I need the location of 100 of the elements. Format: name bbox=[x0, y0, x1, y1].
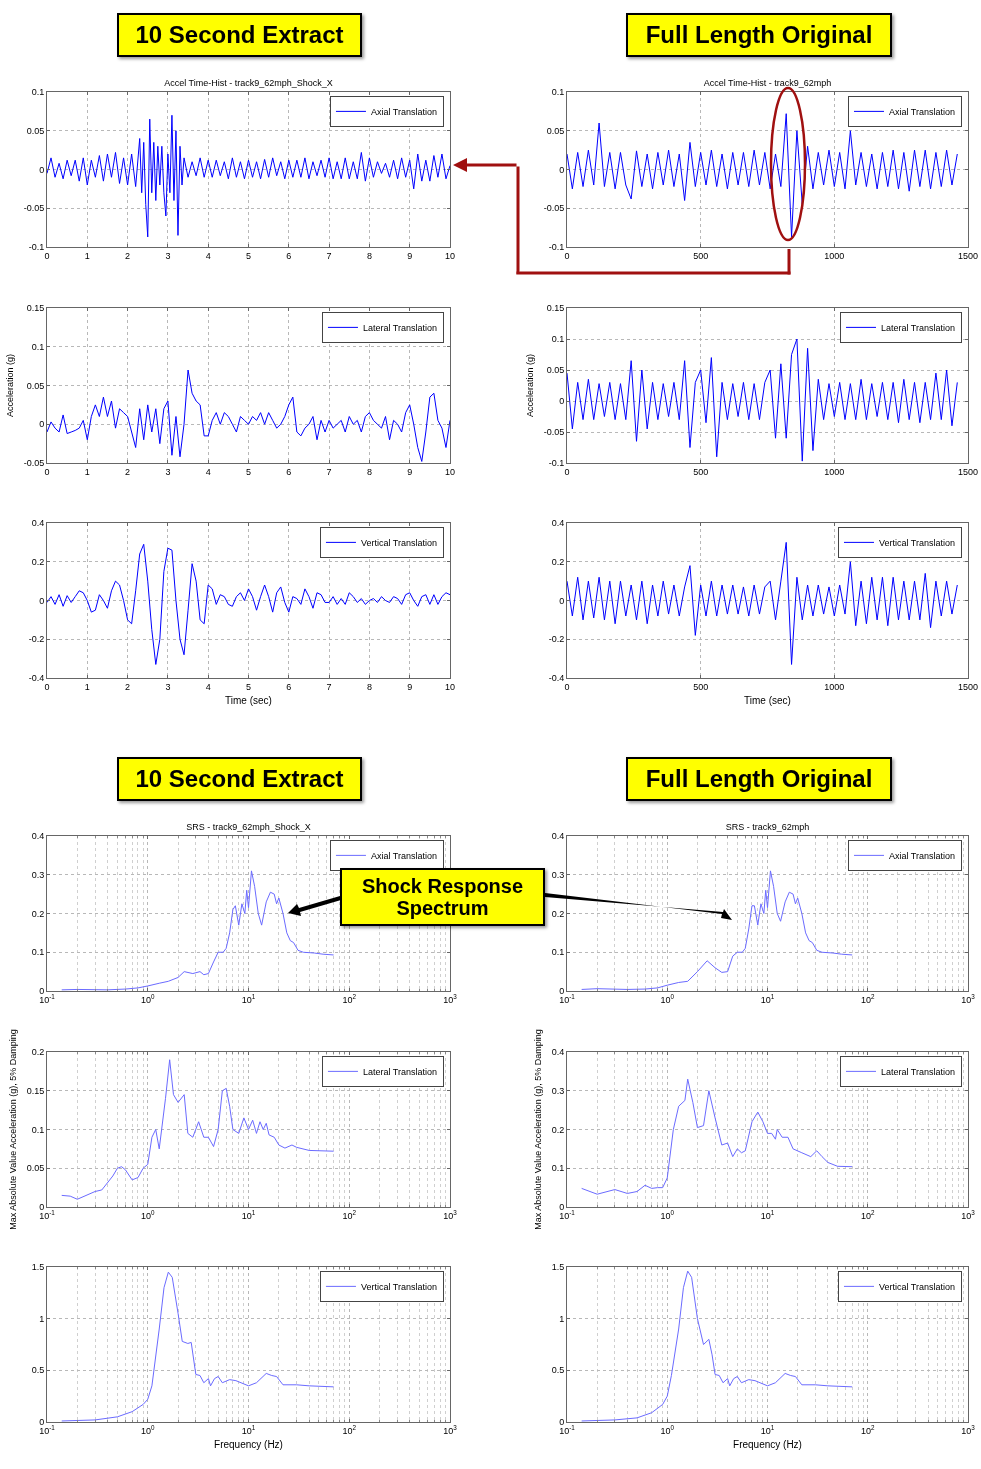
y-tick-label: 0.2 bbox=[31, 556, 45, 567]
y-tick-label: 0.05 bbox=[546, 365, 565, 376]
x-tick-label: 1500 bbox=[957, 466, 979, 477]
x-tick-label: 10$^{0}$ bbox=[660, 1209, 675, 1221]
legend-label: Lateral Translation bbox=[880, 322, 956, 333]
legend-label: Vertical Translation bbox=[878, 1281, 956, 1292]
x-tick-label: 2 bbox=[125, 681, 131, 692]
y-tick-label: 1.5 bbox=[551, 1262, 565, 1273]
y-axis-title: Acceleration (g) bbox=[525, 353, 536, 418]
x-tick-label: 10$^{0}$ bbox=[660, 1424, 675, 1436]
x-axis-title: Frequency (Hz) bbox=[214, 1439, 283, 1451]
x-tick-label: 7 bbox=[326, 466, 332, 477]
text: 10 Second Extract bbox=[117, 13, 362, 57]
legend-label: Vertical Translation bbox=[360, 1281, 437, 1292]
y-tick-label: 1 bbox=[559, 1313, 565, 1324]
legend-label: Lateral Translation bbox=[362, 1066, 437, 1077]
x-tick-label: 10$^{2}$ bbox=[860, 1209, 875, 1221]
x-tick-label: 10$^{0}$ bbox=[140, 993, 155, 1005]
x-tick-label: 10$^{3}$ bbox=[961, 1209, 976, 1221]
line-series bbox=[567, 541, 958, 665]
y-tick-label: -0.4 bbox=[548, 673, 565, 684]
legend-label: Vertical Translation bbox=[878, 537, 956, 548]
y-tick-label: 0.1 bbox=[31, 1124, 45, 1135]
x-tick-label: 1 bbox=[84, 250, 90, 261]
y-tick-label: 0.2 bbox=[551, 908, 565, 919]
y-tick-label: 0 bbox=[559, 164, 565, 175]
y-tick-label: 0.5 bbox=[31, 1365, 45, 1376]
x-tick-label: 10$^{3}$ bbox=[961, 1424, 976, 1436]
x-tick-label: 10 bbox=[444, 681, 456, 692]
y-tick-label: 0.2 bbox=[551, 556, 565, 567]
legend-label: Axial Translation bbox=[370, 106, 437, 117]
x-axis-title: Time (sec) bbox=[744, 695, 791, 707]
x-tick-label: 10$^{3}$ bbox=[443, 993, 458, 1005]
x-tick-label: 7 bbox=[326, 250, 332, 261]
x-tick-label: 9 bbox=[407, 250, 413, 261]
x-tick-label: 6 bbox=[286, 466, 292, 477]
y-tick-label: 0.4 bbox=[31, 518, 45, 529]
y-tick-label: 0.1 bbox=[551, 947, 565, 958]
y-tick-label: -0.05 bbox=[543, 427, 565, 438]
y-tick-label: 0.4 bbox=[551, 518, 565, 529]
x-tick-label: 5 bbox=[245, 250, 252, 261]
y-tick-label: 0 bbox=[559, 396, 565, 407]
x-tick-label: 8 bbox=[366, 250, 372, 261]
y-tick-label: -0.05 bbox=[543, 203, 565, 214]
legend-label: Lateral Translation bbox=[362, 322, 437, 333]
y-tick-label: 0.1 bbox=[551, 334, 565, 345]
y-tick-label: 0 bbox=[559, 595, 565, 606]
y-tick-label: 0.4 bbox=[551, 831, 565, 842]
y-tick-label: 0.1 bbox=[31, 341, 45, 352]
legend-label: Axial Translation bbox=[888, 850, 956, 861]
x-tick-label: 500 bbox=[693, 681, 709, 692]
y-tick-label: 0 bbox=[39, 164, 45, 175]
x-tick-label: 10$^{3}$ bbox=[961, 993, 976, 1005]
chart-title: SRS - track9_62mph_Shock_X bbox=[186, 822, 311, 832]
y-tick-label: 0 bbox=[39, 419, 45, 430]
x-tick-label: 10$^{1}$ bbox=[760, 993, 775, 1005]
y-tick-label: -0.2 bbox=[548, 634, 565, 645]
x-tick-label: 10$^{2}$ bbox=[342, 1424, 357, 1436]
x-tick-label: 10$^{3}$ bbox=[443, 1209, 458, 1221]
y-axis-title: Acceleration (g) bbox=[5, 353, 16, 418]
line-series bbox=[47, 114, 450, 238]
x-tick-label: 1000 bbox=[824, 250, 845, 261]
line-series bbox=[567, 113, 958, 238]
x-tick-label: 8 bbox=[366, 681, 372, 692]
x-tick-label: 10$^{2}$ bbox=[342, 993, 357, 1005]
y-tick-label: -0.1 bbox=[28, 242, 45, 253]
x-tick-label: 7 bbox=[326, 681, 332, 692]
y-tick-label: -0.1 bbox=[548, 458, 565, 469]
x-tick-label: 1500 bbox=[957, 250, 979, 261]
y-tick-label: 0.3 bbox=[551, 869, 565, 880]
x-tick-label: 10 bbox=[444, 466, 456, 477]
y-axis-title: Max Absolute Value Acceleration (g), 5% Damping bbox=[533, 1029, 544, 1230]
y-tick-label: 0.3 bbox=[551, 1085, 565, 1096]
x-tick-label: 3 bbox=[165, 250, 171, 261]
text: 10 Second Extract bbox=[117, 757, 362, 801]
chart-title: SRS - track9_62mph bbox=[725, 822, 810, 832]
line-series bbox=[47, 369, 450, 462]
annotation: Shock Response Spectrum bbox=[340, 868, 545, 926]
x-tick-label: 1 bbox=[84, 466, 90, 477]
y-tick-label: 0.1 bbox=[31, 87, 45, 98]
legend-label: Axial Translation bbox=[888, 106, 956, 117]
x-tick-label: 10$^{2}$ bbox=[342, 1209, 357, 1221]
x-tick-label: 4 bbox=[205, 681, 211, 692]
x-tick-label: 8 bbox=[366, 466, 372, 477]
chart-title: Accel Time-Hist - track9_62mph bbox=[703, 78, 832, 88]
legend-label: Axial Translation bbox=[370, 850, 437, 861]
x-tick-label: 1000 bbox=[824, 466, 845, 477]
legend-label: Lateral Translation bbox=[880, 1066, 956, 1077]
y-tick-label: 0.05 bbox=[26, 125, 45, 136]
y-tick-label: -0.1 bbox=[548, 242, 565, 253]
x-tick-label: 4 bbox=[205, 250, 211, 261]
x-tick-label: 3 bbox=[165, 466, 171, 477]
y-tick-label: 0.2 bbox=[31, 908, 45, 919]
x-tick-label: 10$^{0}$ bbox=[660, 993, 675, 1005]
text: Full Length Original bbox=[626, 13, 892, 57]
y-tick-label: 0.3 bbox=[31, 869, 45, 880]
x-tick-label: 10$^{1}$ bbox=[760, 1424, 775, 1436]
x-tick-label: 500 bbox=[693, 250, 709, 261]
y-tick-label: 0.15 bbox=[26, 303, 45, 314]
chart-title: Accel Time-Hist - track9_62mph_Shock_X bbox=[164, 78, 333, 88]
